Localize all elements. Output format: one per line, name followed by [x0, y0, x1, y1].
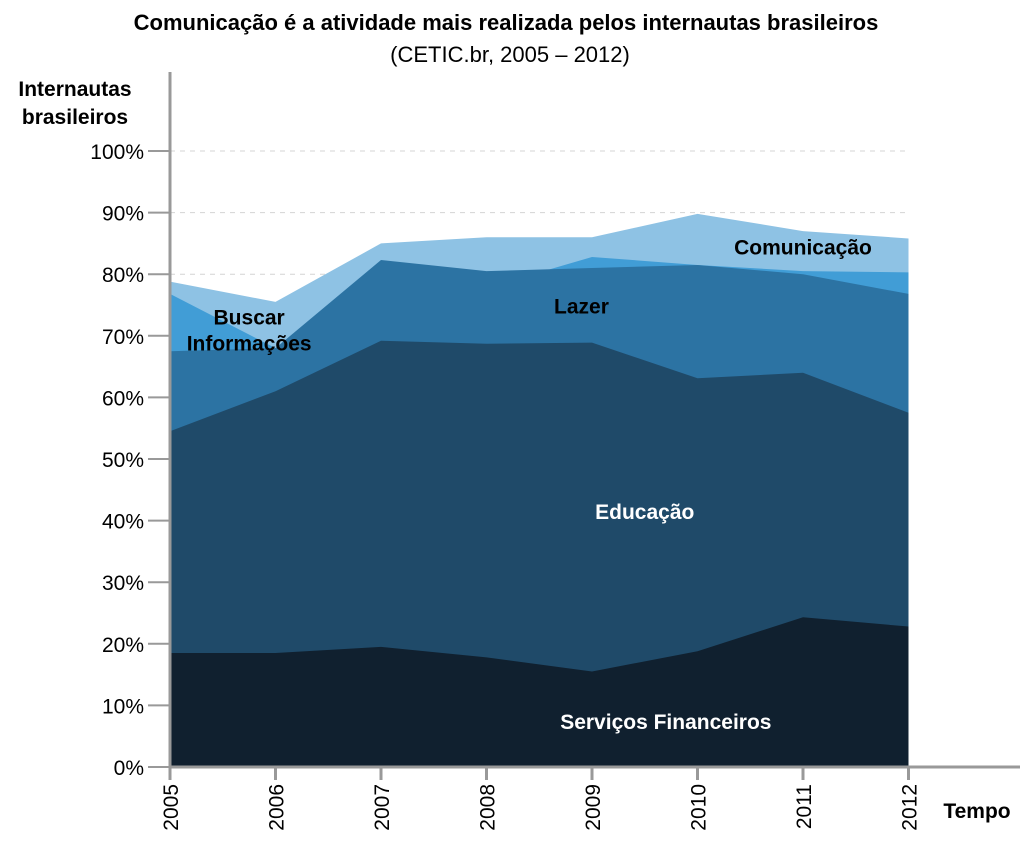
x-tick-label: 2012 — [899, 784, 922, 831]
x-tick-label: 2007 — [371, 784, 394, 831]
x-tick-label: 2008 — [477, 784, 500, 831]
series-label: Comunicação — [734, 236, 872, 259]
x-tick-label: 2010 — [688, 784, 711, 831]
area-series — [170, 213, 909, 767]
chart-subtitle: (CETIC.br, 2005 – 2012) — [390, 42, 630, 67]
series-label: Informações — [187, 333, 312, 356]
x-tick-label: 2011 — [793, 784, 816, 829]
y-tick-label: 30% — [102, 572, 144, 595]
area-servicos-financeiros — [170, 617, 909, 767]
y-tick-label: 60% — [102, 387, 144, 410]
y-tick-label: 0% — [114, 757, 144, 780]
y-axis-label-line-2: brasileiros — [22, 106, 128, 129]
y-tick-label: 20% — [102, 634, 144, 657]
x-axis-label: Tempo — [943, 800, 1010, 823]
series-label: Serviços Financeiros — [560, 711, 771, 734]
y-tick-label: 70% — [102, 326, 144, 349]
axes: 0% 10% 20% 30% 40% 50% 60% 70% 80% 90% 100% 2005 200… — [90, 72, 1020, 831]
chart-title: Comunicação é a atividade mais realizada… — [134, 10, 879, 35]
x-tick-label: 2009 — [582, 784, 605, 831]
y-tick-label: 100% — [90, 141, 144, 164]
series-label: Lazer — [554, 296, 609, 319]
y-tick-label: 50% — [102, 449, 144, 472]
y-tick-label: 10% — [102, 695, 144, 718]
x-tick-label: 2006 — [266, 784, 289, 831]
series-labels: Serviços Financeiros Educação Lazer Buscar I… — [187, 236, 872, 733]
x-tick-label: 2005 — [160, 784, 183, 831]
y-tick-label: 90% — [102, 203, 144, 226]
y-tick-label: 80% — [102, 264, 144, 287]
y-tick-label: 40% — [102, 511, 144, 534]
series-label: Buscar — [214, 307, 285, 330]
series-label: Educação — [595, 501, 694, 524]
y-axis-label-line-1: Internautas — [18, 78, 131, 101]
